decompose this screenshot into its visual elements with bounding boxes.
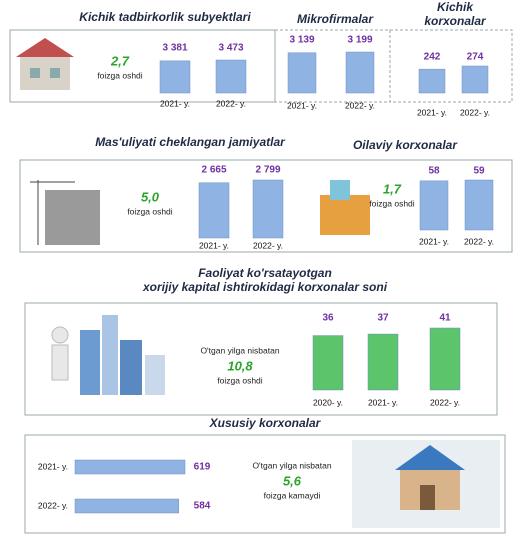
value-label: 2 665 xyxy=(201,165,226,176)
bar xyxy=(74,498,180,514)
bar xyxy=(74,459,186,475)
chart-title: xorijiy kapital ishtirokidagi korxonalar… xyxy=(142,280,388,294)
x-tick-label: 2022- y. xyxy=(460,107,490,117)
annotation-value: 1,7 xyxy=(383,181,402,196)
value-label: 41 xyxy=(439,313,451,324)
city-image xyxy=(51,315,165,395)
value-label: 3 381 xyxy=(162,43,187,54)
value-label: 2 799 xyxy=(255,165,280,176)
chart-title: Mikrofirmalar xyxy=(297,12,374,26)
x-tick-label: 2021- y. xyxy=(199,240,229,250)
x-tick-label: 2022- y. xyxy=(430,397,460,407)
annotation-text: foizga oshdi xyxy=(217,375,262,385)
bar xyxy=(198,182,230,239)
building-image xyxy=(30,180,370,245)
bar xyxy=(215,59,247,94)
value-label: 37 xyxy=(377,313,389,324)
annotation-lead: O'tgan yilga nisbatan xyxy=(252,460,331,470)
frame xyxy=(19,159,513,253)
annotation-lead: O'tgan yilga nisbatan xyxy=(200,345,279,355)
frame xyxy=(389,29,513,103)
x-tick-label: 2022- y. xyxy=(464,236,494,246)
frame xyxy=(24,434,506,534)
value-label: 619 xyxy=(194,462,211,473)
x-tick-label: 2020- y. xyxy=(313,397,343,407)
annotation-text: foizga oshdi xyxy=(127,206,172,216)
value-label: 242 xyxy=(424,52,441,63)
chart-title: Kichik tadbirkorlik subyektlari xyxy=(79,10,251,24)
value-label: 36 xyxy=(322,313,334,324)
x-tick-label: 2021- y. xyxy=(368,397,398,407)
annotation-value: 2,7 xyxy=(110,53,130,68)
bar xyxy=(464,179,494,231)
chart-title: Kichik xyxy=(437,0,474,14)
value-label: 3 199 xyxy=(347,35,372,46)
value-label: 3 473 xyxy=(218,43,243,54)
x-tick-label: 2022- y. xyxy=(345,100,375,110)
annotation-text: foizga oshdi xyxy=(369,198,414,208)
bar xyxy=(461,65,489,94)
value-label: 274 xyxy=(467,52,484,63)
annotation-text: foizga kamaydi xyxy=(264,490,321,500)
house-image xyxy=(16,38,74,90)
annotation-value: 5,6 xyxy=(283,473,302,488)
y-tick-label: 2021- y. xyxy=(38,461,68,471)
bar xyxy=(312,335,344,391)
chart-title: Xususiy korxonalar xyxy=(209,416,322,430)
chart-title: Oilaviy korxonalar xyxy=(353,138,458,152)
value-label: 3 139 xyxy=(289,35,314,46)
chart-title: Faoliyat ko'rsatayotgan xyxy=(198,266,332,280)
annotation-text: foizga oshdi xyxy=(97,70,142,80)
house-plan-image xyxy=(352,440,500,528)
bar xyxy=(345,51,375,94)
x-tick-label: 2022- y. xyxy=(216,98,246,108)
chart-title: Mas'uliyati cheklangan jamiyatlar xyxy=(95,135,286,149)
value-label: 58 xyxy=(428,166,440,177)
annotation-value: 10,8 xyxy=(227,358,253,373)
bar xyxy=(429,327,461,391)
x-tick-label: 2022- y. xyxy=(253,240,283,250)
x-tick-label: 2021- y. xyxy=(417,107,447,117)
bar xyxy=(287,52,317,94)
value-label: 584 xyxy=(194,501,211,512)
value-label: 59 xyxy=(473,166,485,177)
y-tick-label: 2022- y. xyxy=(38,500,68,510)
bar xyxy=(252,179,284,239)
annotation-value: 5,0 xyxy=(141,189,160,204)
x-tick-label: 2021- y. xyxy=(287,100,317,110)
x-tick-label: 2021- y. xyxy=(160,98,190,108)
bar xyxy=(159,60,191,94)
chart-title: korxonalar xyxy=(424,14,487,28)
frame xyxy=(24,302,498,416)
bar xyxy=(367,333,399,391)
bar xyxy=(418,68,446,94)
x-tick-label: 2021- y. xyxy=(419,236,449,246)
bar xyxy=(419,180,449,231)
